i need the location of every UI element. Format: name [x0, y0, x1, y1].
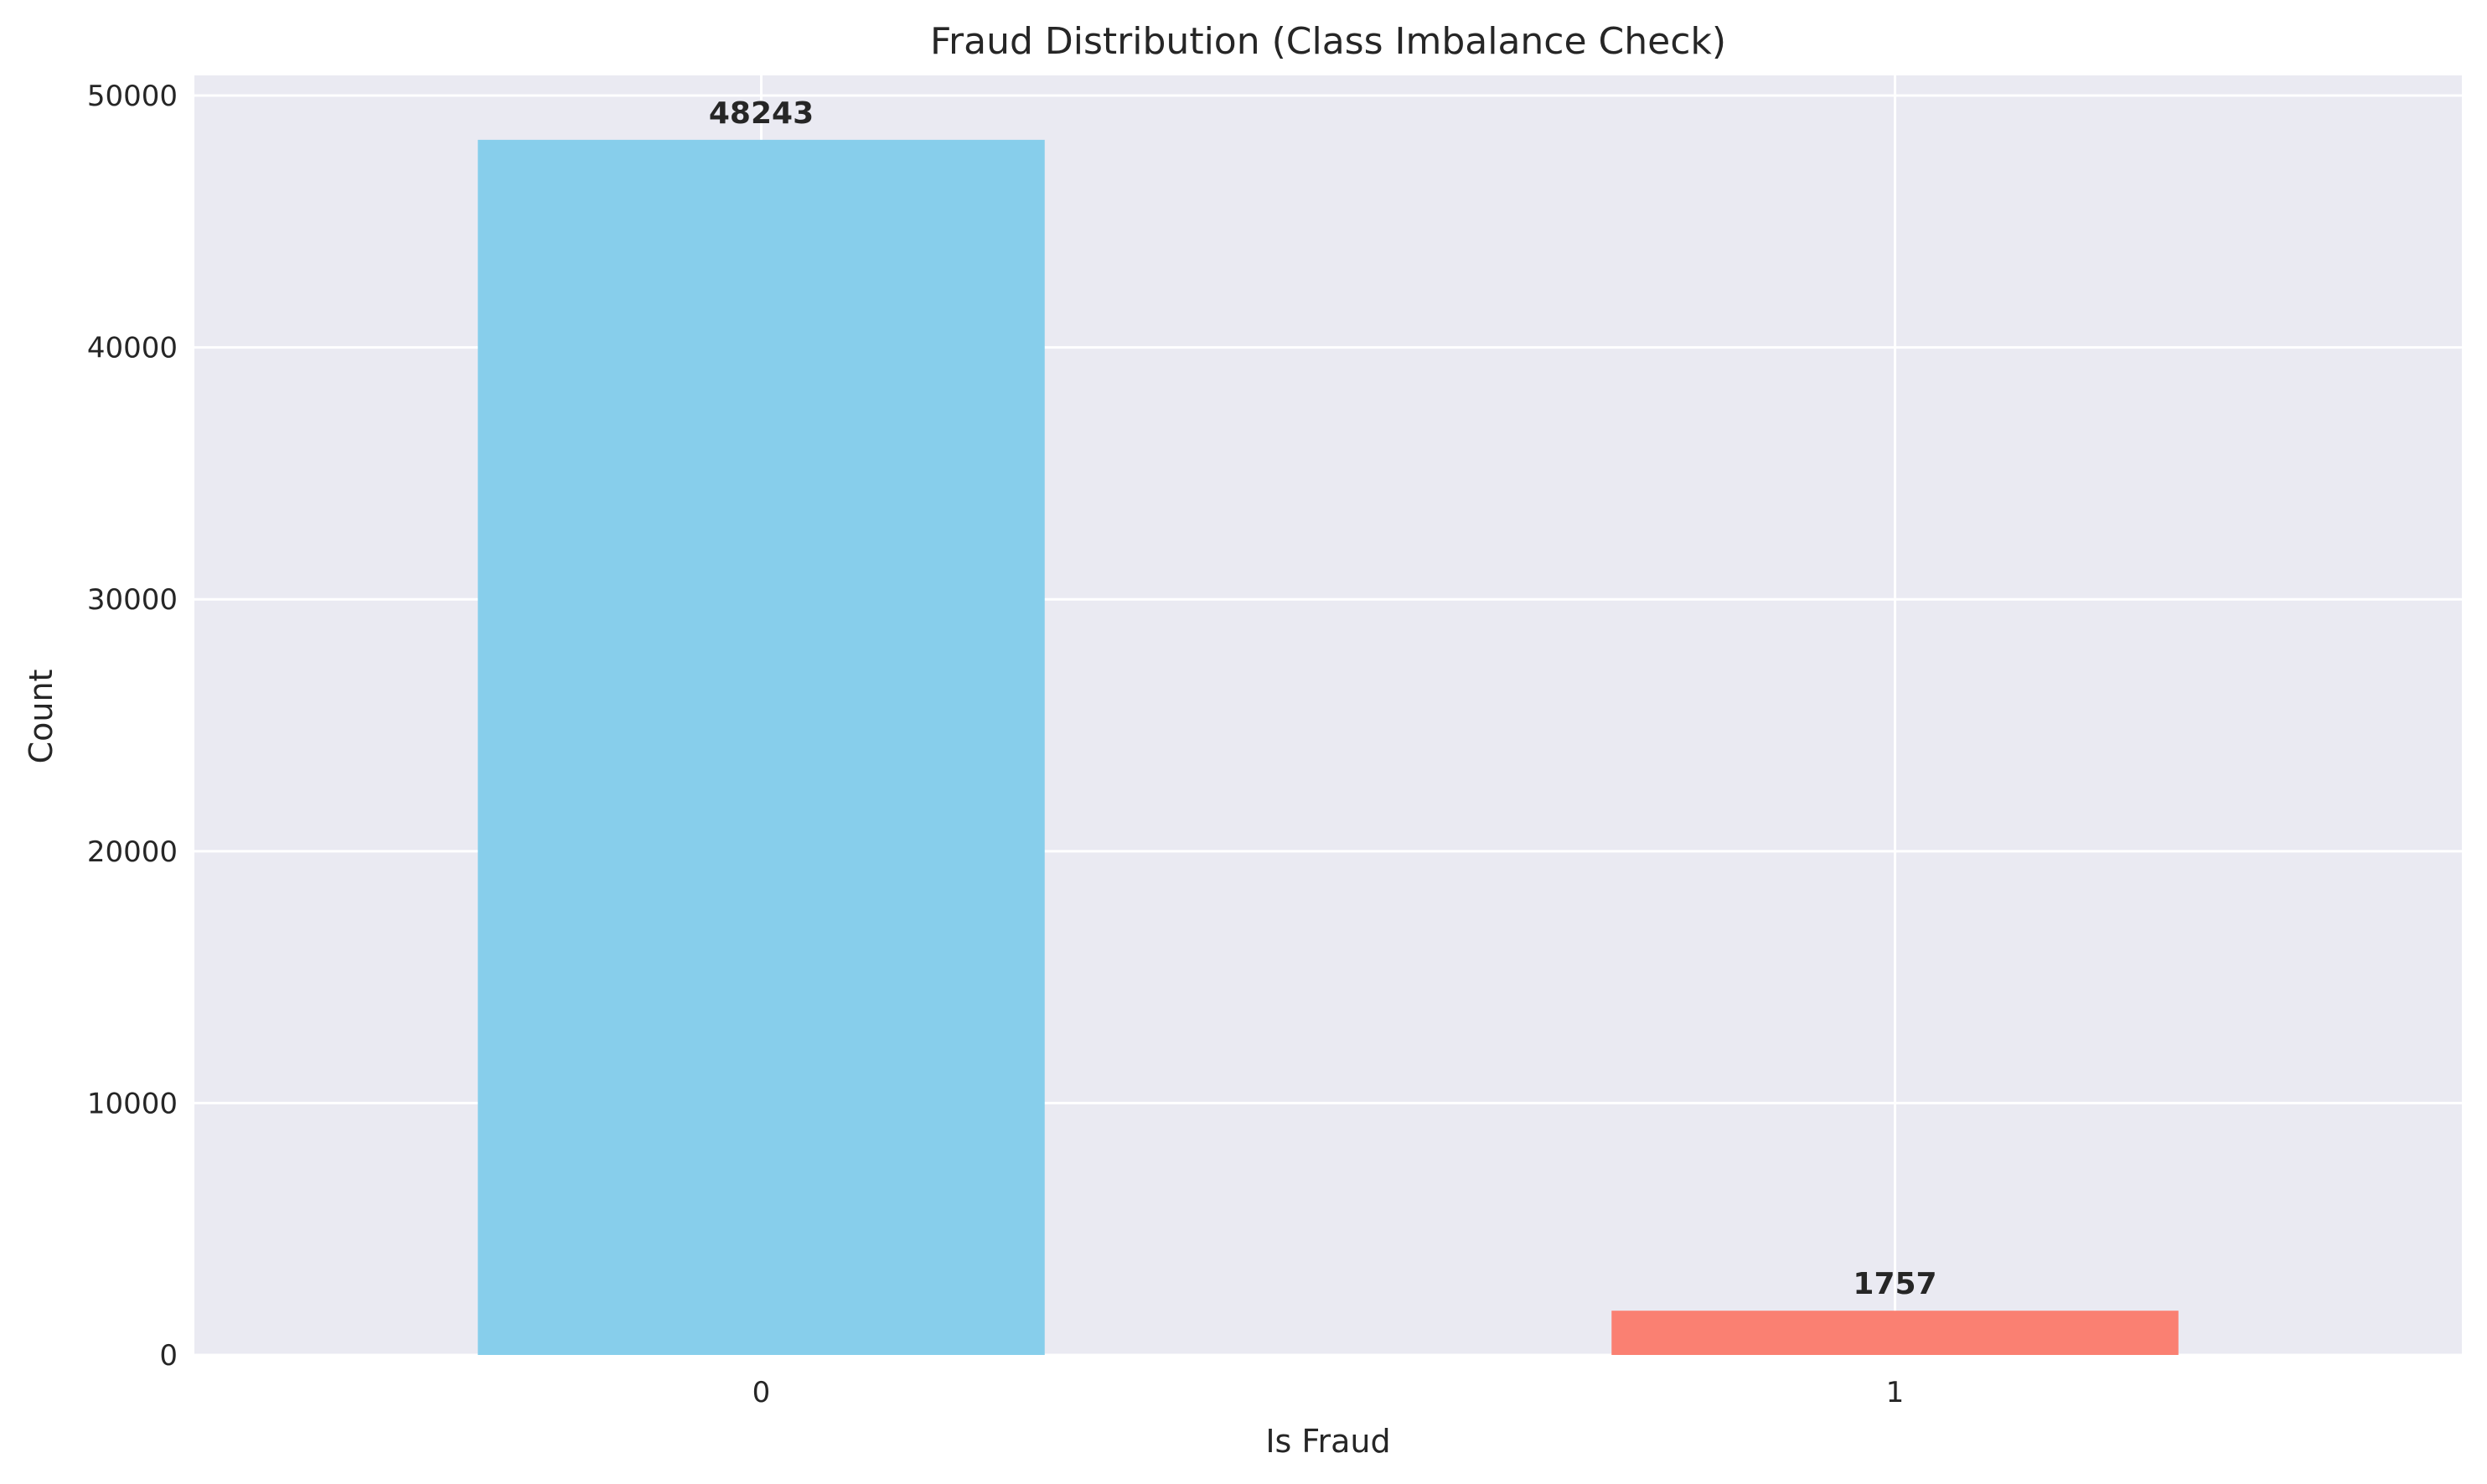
y-axis-label: Count	[23, 670, 59, 764]
data-labels: 48243 1757	[709, 96, 1937, 1301]
x-axis-label: Is Fraud	[1265, 1423, 1390, 1460]
bar-1	[1611, 1311, 2179, 1355]
data-label-1: 1757	[1853, 1267, 1936, 1301]
x-tick-label: 0	[752, 1376, 771, 1409]
bars-group	[478, 139, 2179, 1356]
y-tick-label: 40000	[87, 332, 178, 365]
chart-title: Fraud Distribution (Class Imbalance Chec…	[930, 20, 1726, 63]
y-tick-label: 10000	[87, 1087, 178, 1120]
y-tick-labels: 0 10000 20000 30000 40000 50000	[87, 80, 178, 1373]
data-label-0: 48243	[709, 96, 814, 131]
y-tick-label: 20000	[87, 835, 178, 869]
y-tick-label: 30000	[87, 583, 178, 617]
y-tick-label: 50000	[87, 80, 178, 113]
y-tick-label: 0	[159, 1339, 178, 1373]
bar-0	[478, 139, 1045, 1356]
x-tick-label: 1	[1886, 1376, 1905, 1409]
